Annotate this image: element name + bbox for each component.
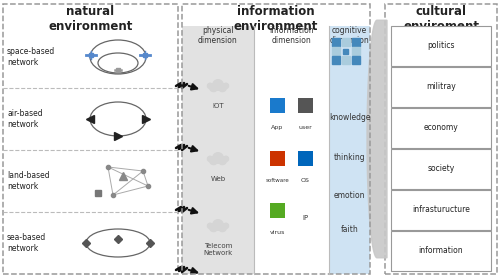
Circle shape: [218, 157, 226, 165]
Circle shape: [224, 156, 228, 162]
Text: IP: IP: [302, 215, 308, 221]
Text: society: society: [428, 164, 454, 173]
Bar: [342, 56, 349, 64]
FancyBboxPatch shape: [298, 98, 313, 113]
Polygon shape: [367, 20, 387, 258]
Bar: [352, 38, 360, 46]
Text: physical
dimension: physical dimension: [198, 26, 238, 45]
Text: infrasturucture: infrasturucture: [412, 205, 470, 214]
FancyBboxPatch shape: [391, 149, 491, 188]
Text: software: software: [266, 178, 289, 183]
Circle shape: [210, 224, 218, 232]
Bar: [332, 56, 340, 64]
FancyBboxPatch shape: [3, 4, 178, 274]
FancyBboxPatch shape: [391, 67, 491, 106]
Text: IOT: IOT: [212, 103, 224, 109]
Text: information
dimension: information dimension: [269, 26, 314, 45]
Text: emotion: emotion: [334, 192, 365, 200]
Text: land-based
network: land-based network: [7, 171, 50, 191]
Text: politics: politics: [427, 41, 455, 50]
FancyBboxPatch shape: [391, 26, 491, 66]
FancyBboxPatch shape: [270, 202, 285, 217]
Text: thinking: thinking: [334, 153, 366, 163]
Text: sea-based
network: sea-based network: [7, 233, 46, 253]
Bar: [342, 38, 349, 46]
Circle shape: [208, 83, 212, 88]
Circle shape: [210, 157, 218, 165]
Text: cultural
enviroment: cultural enviroment: [403, 5, 479, 34]
Circle shape: [218, 84, 226, 91]
Text: virus: virus: [270, 230, 285, 235]
Bar: [332, 38, 340, 46]
Bar: [332, 47, 340, 55]
FancyBboxPatch shape: [298, 150, 313, 165]
FancyBboxPatch shape: [270, 150, 285, 165]
Circle shape: [208, 223, 212, 229]
Circle shape: [210, 84, 218, 91]
Circle shape: [224, 83, 228, 88]
FancyBboxPatch shape: [391, 108, 491, 148]
Circle shape: [212, 220, 224, 230]
Circle shape: [208, 156, 212, 162]
Bar: [343, 48, 348, 53]
Text: cognitive
dimension: cognitive dimension: [330, 26, 370, 45]
Text: Web: Web: [210, 176, 226, 182]
Text: air-based
network: air-based network: [7, 109, 43, 129]
Circle shape: [218, 224, 226, 232]
Text: App: App: [272, 125, 283, 130]
Circle shape: [224, 223, 228, 229]
Text: information: information: [418, 246, 464, 255]
Bar: [352, 47, 360, 55]
Text: militray: militray: [426, 82, 456, 91]
FancyBboxPatch shape: [391, 231, 491, 270]
Text: user: user: [298, 125, 312, 130]
FancyBboxPatch shape: [385, 4, 497, 274]
FancyBboxPatch shape: [391, 190, 491, 230]
Text: Telecom
Network: Telecom Network: [204, 243, 233, 256]
FancyBboxPatch shape: [270, 98, 285, 113]
Circle shape: [212, 80, 224, 90]
Text: information
environment: information environment: [234, 5, 318, 34]
Text: economy: economy: [424, 123, 458, 132]
Bar: [352, 56, 360, 64]
FancyBboxPatch shape: [329, 26, 370, 274]
Text: knowledge: knowledge: [329, 113, 370, 123]
Text: OS: OS: [301, 178, 310, 183]
Circle shape: [212, 153, 224, 163]
Text: natural
environment: natural environment: [48, 5, 132, 34]
FancyBboxPatch shape: [182, 26, 254, 274]
Text: space-based
network: space-based network: [7, 47, 55, 67]
Text: faith: faith: [340, 225, 358, 235]
